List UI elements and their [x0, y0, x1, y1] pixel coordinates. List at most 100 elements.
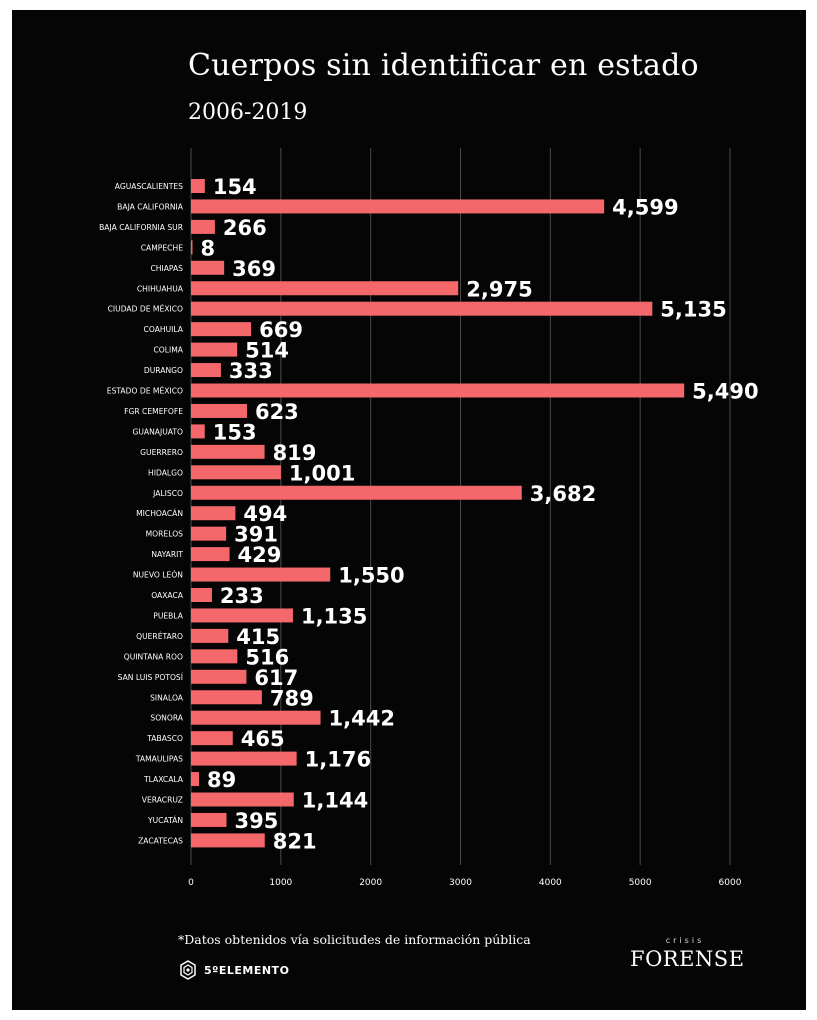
bar	[191, 240, 193, 255]
bar	[191, 281, 459, 296]
chart-card	[12, 10, 806, 1010]
bar	[191, 301, 653, 316]
value-label: 369	[232, 257, 276, 281]
category-label: SAN LUIS POTOSÍ	[118, 673, 184, 682]
bar	[191, 710, 321, 725]
bar	[191, 628, 229, 643]
bar	[191, 772, 199, 787]
category-label: TABASCO	[146, 734, 183, 743]
chart-title: Cuerpos sin identificar en estado	[188, 48, 699, 83]
value-label: 1,144	[302, 789, 368, 813]
bar	[191, 179, 205, 193]
value-label: 153	[213, 420, 257, 444]
category-label: BAJA CALIFORNIA SUR	[99, 223, 184, 232]
category-label: SONORA	[150, 714, 183, 723]
bar	[191, 424, 205, 439]
value-label: 821	[273, 829, 317, 853]
value-label: 789	[270, 686, 314, 710]
category-label: JALISCO	[152, 489, 183, 498]
category-label: AGUASCALIENTES	[115, 182, 183, 191]
value-label: 819	[273, 441, 317, 465]
value-label: 154	[213, 175, 257, 199]
value-label: 2,975	[466, 277, 532, 301]
bar	[191, 526, 227, 541]
footnote: *Datos obtenidos vía solicitudes de info…	[178, 932, 531, 947]
crisis-forense-logo: crisis FORENSE	[630, 936, 745, 971]
bar	[191, 363, 221, 378]
category-label: FGR CEMEFOFE	[124, 407, 183, 416]
bar	[191, 219, 215, 234]
bar	[191, 751, 297, 766]
category-label: NAYARIT	[151, 550, 183, 559]
bar	[191, 465, 281, 480]
bar	[191, 833, 265, 848]
bar	[191, 322, 252, 337]
value-label: 333	[229, 359, 273, 383]
bar	[191, 547, 230, 562]
bar	[191, 403, 247, 418]
category-label: YUCATÁN	[147, 816, 183, 825]
category-label: TAMAULIPAS	[135, 755, 183, 764]
forense-label: FORENSE	[630, 947, 745, 971]
x-tick-label: 6000	[719, 878, 742, 888]
category-label: CIUDAD DE MÉXICO	[108, 305, 183, 314]
value-label: 415	[236, 625, 280, 649]
x-tick-label: 0	[188, 878, 194, 888]
value-label: 5,490	[692, 380, 758, 404]
category-label: COAHUILA	[144, 325, 184, 334]
value-label: 1,442	[329, 707, 395, 731]
bar	[191, 792, 294, 807]
bar	[191, 342, 238, 357]
value-label: 465	[241, 727, 285, 751]
bar	[191, 199, 605, 214]
bar	[191, 649, 238, 664]
bar	[191, 731, 233, 746]
x-tick-label: 4000	[539, 878, 562, 888]
quinto-elemento-icon	[180, 960, 196, 980]
crisis-label: crisis	[665, 936, 705, 945]
value-label: 233	[220, 584, 264, 608]
chart-subtitle: 2006-2019	[188, 100, 308, 125]
category-label: TLAXCALA	[143, 775, 184, 784]
value-label: 5,135	[660, 298, 726, 322]
x-tick-label: 3000	[449, 878, 472, 888]
value-label: 669	[259, 318, 303, 342]
value-label: 1,176	[305, 748, 371, 772]
bar	[191, 444, 265, 459]
x-tick-label: 1000	[269, 878, 292, 888]
bar	[191, 260, 225, 275]
value-label: 8	[201, 236, 216, 260]
category-label: CAMPECHE	[141, 243, 183, 252]
value-label: 1,001	[289, 461, 355, 485]
category-label: BAJA CALIFORNIA	[117, 202, 184, 211]
category-label: HIDALGO	[148, 468, 183, 477]
category-label: COLIMA	[154, 346, 184, 355]
value-label: 1,135	[301, 604, 367, 628]
category-label: OAXACA	[151, 591, 184, 600]
value-label: 4,599	[612, 195, 678, 219]
category-label: QUINTANA ROO	[124, 652, 183, 661]
category-label: GUANAJUATO	[132, 427, 183, 436]
value-label: 514	[245, 339, 289, 363]
quinto-elemento-logo: 5ºELEMENTO	[178, 960, 289, 980]
category-label: PUEBLA	[153, 611, 184, 620]
bar	[191, 485, 522, 500]
value-label: 494	[243, 502, 287, 526]
category-label: GUERRERO	[140, 448, 183, 457]
quinto-elemento-label: 5ºELEMENTO	[204, 963, 290, 977]
value-label: 395	[234, 809, 278, 833]
value-label: 266	[223, 216, 267, 240]
category-label: MICHOACÁN	[136, 509, 183, 518]
category-label: SINALOA	[150, 693, 184, 702]
category-label: DURANGO	[144, 366, 183, 375]
category-label: MORELOS	[146, 530, 184, 539]
bar	[191, 669, 247, 684]
bar	[191, 383, 685, 398]
bar	[191, 588, 212, 602]
value-label: 3,682	[530, 482, 596, 506]
category-label: ZACATECAS	[138, 836, 183, 845]
value-label: 623	[255, 400, 299, 424]
bar	[191, 608, 293, 623]
category-label: QUERÉTARO	[136, 632, 183, 641]
bar	[191, 506, 236, 521]
